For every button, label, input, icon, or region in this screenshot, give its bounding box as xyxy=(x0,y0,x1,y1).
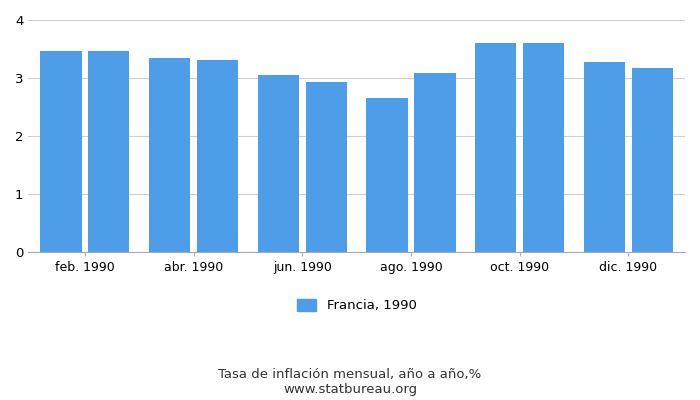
Bar xyxy=(306,82,347,252)
Bar xyxy=(475,43,517,252)
Text: Tasa de inflación mensual, año a año,%
www.statbureau.org: Tasa de inflación mensual, año a año,% w… xyxy=(218,368,482,396)
Bar xyxy=(258,74,299,252)
Bar xyxy=(41,51,82,252)
Legend: Francia, 1990: Francia, 1990 xyxy=(291,294,422,318)
Bar xyxy=(631,68,673,252)
Bar xyxy=(523,43,564,252)
Bar xyxy=(367,98,408,252)
Bar xyxy=(88,51,130,252)
Bar xyxy=(584,62,625,252)
Bar xyxy=(149,58,190,252)
Bar xyxy=(197,60,238,252)
Bar xyxy=(414,74,456,252)
